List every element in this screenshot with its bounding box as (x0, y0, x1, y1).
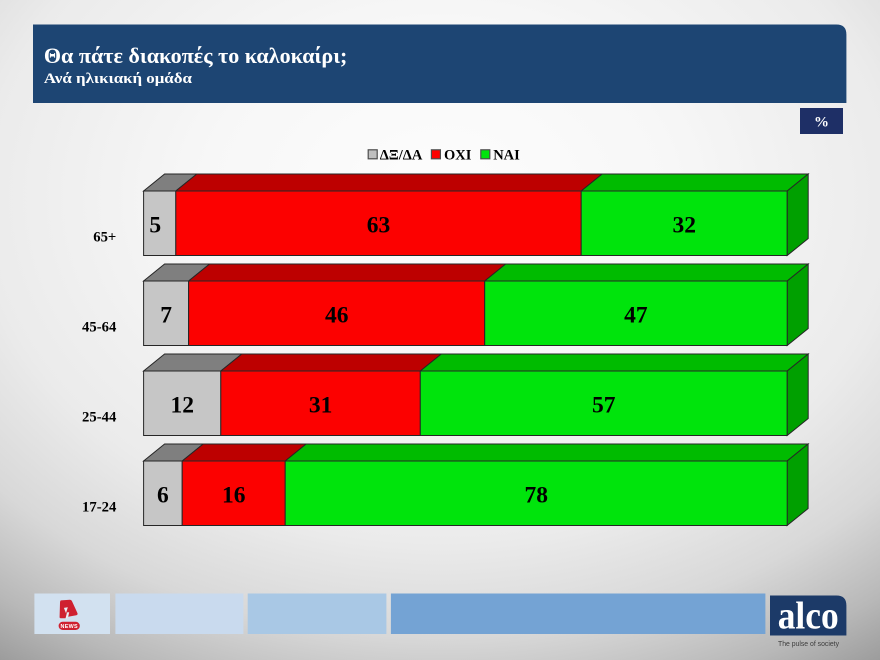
svg-text:16: 16 (222, 483, 246, 509)
svg-text:57: 57 (592, 393, 616, 419)
svg-text:5: 5 (149, 213, 161, 239)
svg-text:31: 31 (309, 393, 333, 419)
svg-text:%: % (814, 115, 829, 131)
svg-text:Θα πάτε διακοπές το καλοκαίρι;: Θα πάτε διακοπές το καλοκαίρι; (44, 43, 348, 68)
svg-text:17-24: 17-24 (82, 500, 117, 516)
svg-text:45-64: 45-64 (82, 320, 117, 336)
svg-text:78: 78 (524, 483, 548, 509)
svg-text:65+: 65+ (93, 230, 116, 246)
svg-text:25-44: 25-44 (82, 410, 117, 426)
svg-text:ΔΞ/ΔΑ: ΔΞ/ΔΑ (380, 147, 423, 163)
svg-text:7: 7 (160, 303, 172, 329)
svg-text:alco: alco (778, 595, 839, 638)
svg-text:ΝΑΙ: ΝΑΙ (493, 147, 520, 163)
svg-text:32: 32 (672, 213, 696, 239)
svg-text:63: 63 (367, 213, 391, 239)
svg-text:The pulse of society: The pulse of society (778, 639, 839, 648)
svg-text:NEWS: NEWS (61, 624, 78, 630)
svg-text:6: 6 (157, 483, 169, 509)
svg-text:12: 12 (170, 393, 194, 419)
svg-text:Ανά ηλικιακή ομάδα: Ανά ηλικιακή ομάδα (44, 71, 193, 87)
svg-text:ΟΧΙ: ΟΧΙ (444, 147, 472, 163)
svg-text:47: 47 (624, 303, 648, 329)
svg-text:46: 46 (325, 303, 349, 329)
